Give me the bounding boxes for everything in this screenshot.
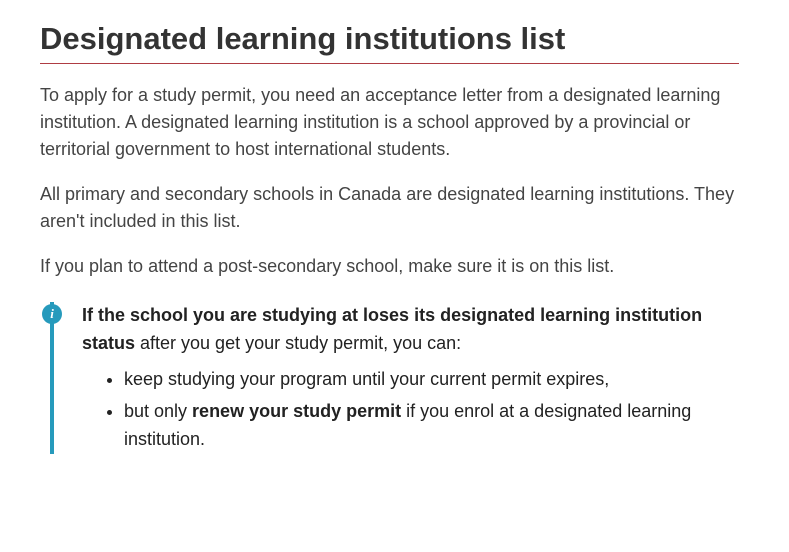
info-lead-text: If the school you are studying at loses … [82, 302, 739, 358]
info-bullet-1: keep studying your program until your cu… [124, 366, 739, 394]
info-bullet-2: but only renew your study permit if you … [124, 398, 739, 454]
page-title: Designated learning institutions list [40, 20, 739, 64]
info-callout: i If the school you are studying at lose… [50, 302, 739, 453]
intro-paragraph-2: All primary and secondary schools in Can… [40, 181, 739, 235]
intro-paragraph-1: To apply for a study permit, you need an… [40, 82, 739, 163]
info-icon-glyph: i [50, 306, 54, 322]
intro-paragraph-3: If you plan to attend a post-secondary s… [40, 253, 739, 280]
info-icon: i [42, 304, 62, 324]
info-lead-rest: after you get your study permit, you can… [135, 333, 461, 353]
info-bullet-list: keep studying your program until your cu… [82, 366, 739, 454]
info-bullet-2-pre: but only [124, 401, 192, 421]
info-bullet-2-bold: renew your study permit [192, 401, 401, 421]
